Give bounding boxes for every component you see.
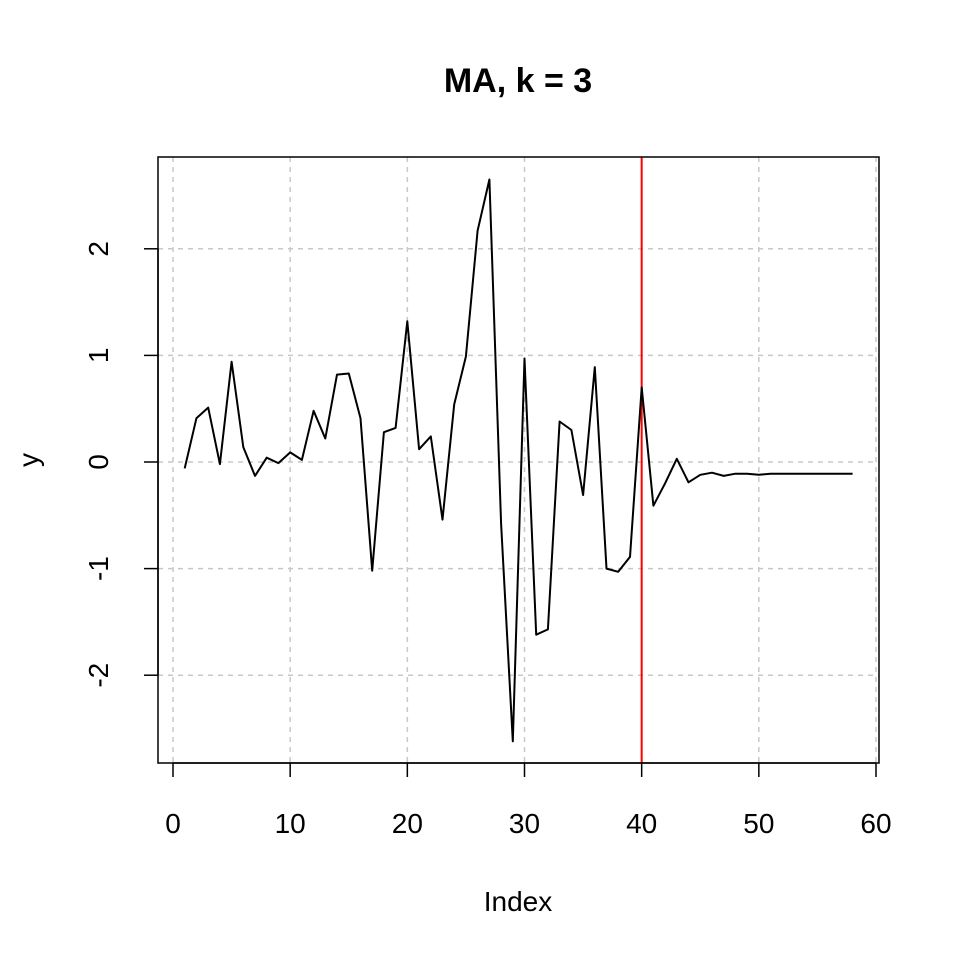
x-tick-label: 40 [626, 808, 657, 839]
y-tick-label: 1 [83, 348, 114, 364]
x-tick-label: 50 [743, 808, 774, 839]
y-tick-label: 0 [83, 454, 114, 470]
y-tick-label: -2 [83, 663, 114, 688]
x-tick-label: 30 [509, 808, 540, 839]
y-tick-label: 2 [83, 241, 114, 257]
series-layer [183, 178, 853, 743]
x-tick-label: 20 [392, 808, 423, 839]
x-tick-label: 10 [275, 808, 306, 839]
x-tick-label: 60 [860, 808, 891, 839]
chart-title: MA, k = 3 [444, 62, 592, 100]
series-line [183, 178, 853, 743]
x-axis: 0 10 20 30 40 50 60 [165, 762, 892, 839]
x-tick-label: 0 [165, 808, 181, 839]
y-axis: -2 -1 0 1 2 [83, 241, 159, 688]
x-axis-label: Index [484, 886, 553, 917]
y-tick-label: -1 [83, 556, 114, 581]
y-axis-label: y [13, 453, 44, 467]
